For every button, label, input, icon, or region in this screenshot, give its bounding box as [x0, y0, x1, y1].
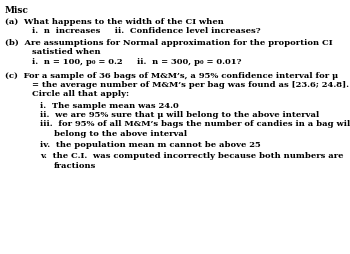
- Text: v.  the C.I.  was computed incorrectly because both numbers are: v. the C.I. was computed incorrectly bec…: [40, 152, 344, 160]
- Text: i.  n  increases     ii.  Confidence level increases?: i. n increases ii. Confidence level incr…: [32, 27, 260, 35]
- Text: i.  n = 100, p₀ = 0.2     ii.  n = 300, p₀ = 0.01?: i. n = 100, p₀ = 0.2 ii. n = 300, p₀ = 0…: [32, 58, 241, 66]
- Text: i.  The sample mean was 24.0: i. The sample mean was 24.0: [40, 102, 179, 109]
- Text: (b)  Are assumptions for Normal approximation for the proportion CI: (b) Are assumptions for Normal approxima…: [5, 39, 332, 47]
- Text: iv.  the population mean m cannot be above 25: iv. the population mean m cannot be abov…: [40, 141, 261, 149]
- Text: = the average number of M&M’s per bag was found as [23.6; 24.8].: = the average number of M&M’s per bag wa…: [32, 81, 349, 89]
- Text: fractions: fractions: [54, 162, 97, 170]
- Text: iii.  for 95% of all M&M’s bags the number of candies in a bag will: iii. for 95% of all M&M’s bags the numbe…: [40, 120, 350, 128]
- Text: (c)  For a sample of 36 bags of M&M’s, a 95% confidence interval for μ: (c) For a sample of 36 bags of M&M’s, a …: [5, 72, 338, 80]
- Text: satistied when: satistied when: [32, 48, 100, 56]
- Text: Misc: Misc: [5, 6, 28, 14]
- Text: Circle all that apply:: Circle all that apply:: [32, 90, 129, 98]
- Text: (a)  What happens to the width of the CI when: (a) What happens to the width of the CI …: [5, 18, 223, 26]
- Text: belong to the above interval: belong to the above interval: [54, 130, 187, 138]
- Text: ii.  we are 95% sure that μ will belong to the above interval: ii. we are 95% sure that μ will belong t…: [40, 111, 320, 119]
